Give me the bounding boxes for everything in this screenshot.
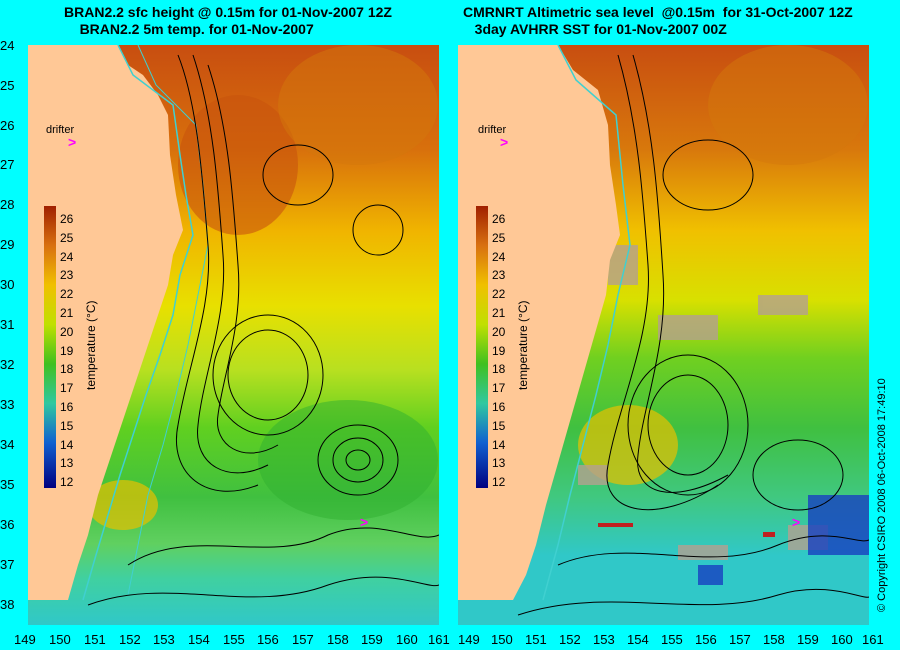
lat-tick: 30 <box>0 277 15 292</box>
left-drifter-label: drifter <box>46 124 75 136</box>
lon-tick: 155 <box>661 632 683 647</box>
lon-tick: 153 <box>593 632 615 647</box>
cb-tick: 18 <box>492 362 506 376</box>
cb-tick: 13 <box>60 456 74 470</box>
left-colorbar <box>44 206 56 488</box>
left-map-title: BRAN2.2 sfc height @ 0.15m for 01-Nov-20… <box>64 4 392 38</box>
cb-tick: 14 <box>60 438 74 452</box>
lon-tick: 157 <box>292 632 314 647</box>
lon-tick: 149 <box>14 632 36 647</box>
right-drifter-track: > <box>792 514 801 530</box>
cb-tick: 15 <box>60 419 74 433</box>
cb-tick: 26 <box>60 212 74 226</box>
lat-tick: 34 <box>0 437 15 452</box>
cb-tick: 17 <box>60 381 74 395</box>
lon-tick: 159 <box>797 632 819 647</box>
lon-tick: 157 <box>729 632 751 647</box>
right-sst-map <box>458 45 869 625</box>
right-map-title: CMRNRT Altimetric sea level @0.15m for 3… <box>463 4 853 38</box>
lat-tick: 26 <box>0 118 15 133</box>
cb-tick: 15 <box>492 419 506 433</box>
lon-tick: 152 <box>119 632 141 647</box>
lon-tick: 158 <box>763 632 785 647</box>
lon-tick: 154 <box>627 632 649 647</box>
lat-tick: 38 <box>0 597 15 612</box>
cb-tick: 20 <box>60 325 74 339</box>
lat-tick: 37 <box>0 557 15 572</box>
lat-tick: 32 <box>0 357 15 372</box>
copyright-notice: © Copyright CSIRO 2008 06-Oct-2008 17:49… <box>876 378 888 612</box>
lon-tick: 149 <box>458 632 480 647</box>
cb-tick: 12 <box>60 475 74 489</box>
left-title-line2: BRAN2.2 5m temp. for 01-Nov-2007 <box>79 21 314 37</box>
lon-tick: 155 <box>223 632 245 647</box>
cb-tick: 22 <box>492 287 506 301</box>
right-title-line2: 3day AVHRR SST for 01-Nov-2007 00Z <box>474 21 727 37</box>
cb-tick: 14 <box>492 438 506 452</box>
cb-tick: 13 <box>492 456 506 470</box>
cb-tick: 26 <box>492 212 506 226</box>
lat-tick: 25 <box>0 78 15 93</box>
lon-tick: 151 <box>525 632 547 647</box>
lat-tick: 24 <box>0 38 15 53</box>
lat-tick: 29 <box>0 237 15 252</box>
lon-tick: 154 <box>188 632 210 647</box>
lat-tick: 31 <box>0 317 15 332</box>
lon-tick: 158 <box>327 632 349 647</box>
lat-tick: 36 <box>0 517 15 532</box>
lon-tick: 152 <box>559 632 581 647</box>
lat-tick: 28 <box>0 197 15 212</box>
cb-tick: 18 <box>60 362 74 376</box>
cb-tick: 24 <box>60 250 74 264</box>
lon-tick: 161 <box>428 632 450 647</box>
cb-tick: 12 <box>492 475 506 489</box>
left-drifter-track: > <box>360 514 369 530</box>
left-drifter-marker: > <box>68 134 77 150</box>
lon-tick: 156 <box>695 632 717 647</box>
lon-tick: 160 <box>396 632 418 647</box>
lat-tick: 33 <box>0 397 15 412</box>
right-title-line1: CMRNRT Altimetric sea level @0.15m for 3… <box>463 4 853 20</box>
left-colorbar-label: temperature (°C) <box>84 300 98 391</box>
right-colorbar-label: temperature (°C) <box>516 300 530 391</box>
lat-tick: 35 <box>0 477 15 492</box>
right-drifter-label: drifter <box>478 124 507 136</box>
cb-tick: 22 <box>60 287 74 301</box>
cb-tick: 23 <box>60 268 74 282</box>
lon-tick: 151 <box>84 632 106 647</box>
left-sst-map <box>28 45 439 625</box>
cb-tick: 20 <box>492 325 506 339</box>
cb-tick: 25 <box>492 231 506 245</box>
lon-tick: 156 <box>257 632 279 647</box>
cb-tick: 23 <box>492 268 506 282</box>
cb-tick: 21 <box>492 306 506 320</box>
cb-tick: 25 <box>60 231 74 245</box>
cb-tick: 16 <box>60 400 74 414</box>
lon-tick: 150 <box>491 632 513 647</box>
cb-tick: 24 <box>492 250 506 264</box>
lon-tick: 159 <box>361 632 383 647</box>
right-drifter-marker: > <box>500 134 509 150</box>
lat-tick: 27 <box>0 157 15 172</box>
lon-tick: 161 <box>862 632 884 647</box>
cb-tick: 19 <box>492 344 506 358</box>
left-title-line1: BRAN2.2 sfc height @ 0.15m for 01-Nov-20… <box>64 4 392 20</box>
cb-tick: 17 <box>492 381 506 395</box>
cb-tick: 21 <box>60 306 74 320</box>
cb-tick: 19 <box>60 344 74 358</box>
lon-tick: 150 <box>49 632 71 647</box>
cb-tick: 16 <box>492 400 506 414</box>
lon-tick: 160 <box>831 632 853 647</box>
lon-tick: 153 <box>153 632 175 647</box>
right-colorbar <box>476 206 488 488</box>
